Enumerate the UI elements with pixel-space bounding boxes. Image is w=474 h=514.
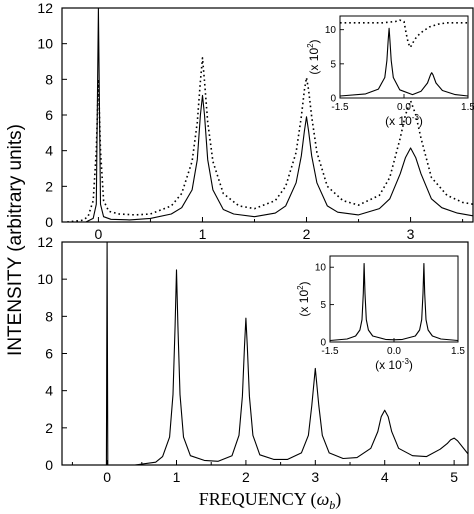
bottom-series-group [62,242,468,465]
bottom-y-tick-label: 2 [45,420,53,436]
top-series-group [67,8,473,222]
top-inset-x-scale-label: (x 10-3) [385,113,423,128]
bottom-y-tick-label: 0 [45,457,53,473]
bottom-y-tick-label: 10 [37,271,53,287]
top-y-tick-label: 6 [45,107,53,123]
bottom-inset-x-scale-label: (x 10-3) [375,357,413,372]
bottom-series-solid-0 [62,242,468,465]
bottom-y-tick-label: 12 [37,234,53,250]
bottom-inset-x-tick-label: 0.0 [387,346,401,357]
bottom-y-tick-label: 4 [45,383,53,399]
bottom-x-tick-label: 2 [242,469,250,485]
top-inset-series-group [340,19,468,97]
top-inset-x-tick-label: 1.5 [461,102,474,113]
top-inset-y-tick-label: 10 [325,25,337,36]
x-axis-label: FREQUENCY (ωb) [199,489,342,512]
top-x-tick-label: 0 [95,226,103,242]
top-y-tick-label: 10 [37,36,53,52]
top-inset-y-tick-label: 0 [330,94,336,105]
bottom-inset-y-tick-label: 5 [320,300,326,311]
top-inset-x-tick-label: -1.5 [331,102,349,113]
y-axis-label: INTENSITY (arbitrary units) [5,124,26,356]
top-series-solid-0 [72,8,473,222]
top-inset-y-scale-label: (x 102) [306,39,321,74]
top-y-tick-label: 12 [37,0,53,16]
bottom-x-tick-label: 5 [450,469,458,485]
top-inset-series-solid-0 [340,27,468,97]
bottom-inset-x-tick-label: 1.5 [451,346,465,357]
top-inset-frame [339,15,469,99]
bottom-inset-series-solid-0 [330,262,458,342]
bottom-inset-y-tick-label: 0 [320,338,326,349]
top-x-tick-label: 2 [303,226,311,242]
bottom-inset-x-tick-label: -1.5 [321,346,339,357]
top-x-tick-label: 3 [407,226,415,242]
top-x-tick-label: 1 [199,226,207,242]
bottom-y-tick-label: 8 [45,308,53,324]
bottom-x-tick-label: 3 [311,469,319,485]
top-series-dotted-1 [67,57,473,222]
top-y-tick-label: 2 [45,178,53,194]
top-inset: 0 5 10 -1.5 0.0 1.5 (x 10-3) (x 102) [306,15,474,128]
bottom-inset: 0 5 10 -1.5 0.0 1.5 (x 10-3) (x 102) [296,255,465,372]
top-y-tick-label: 0 [45,214,53,230]
bottom-y-tick-label: 6 [45,346,53,362]
top-inset-x-tick-label: 0.0 [397,102,411,113]
bottom-x-tick-label: 4 [381,469,389,485]
bottom-inset-series-group [330,262,458,342]
top-y-tick-label: 4 [45,143,53,159]
bottom-inset-y-scale-label: (x 102) [296,281,311,316]
top-y-tick-label: 8 [45,71,53,87]
bottom-inset-frame [329,255,459,343]
top-inset-y-tick-label: 5 [330,59,336,70]
bottom-x-tick-label: 0 [103,469,111,485]
bottom-inset-y-tick-label: 10 [315,263,327,274]
bottom-x-tick-label: 1 [173,469,181,485]
